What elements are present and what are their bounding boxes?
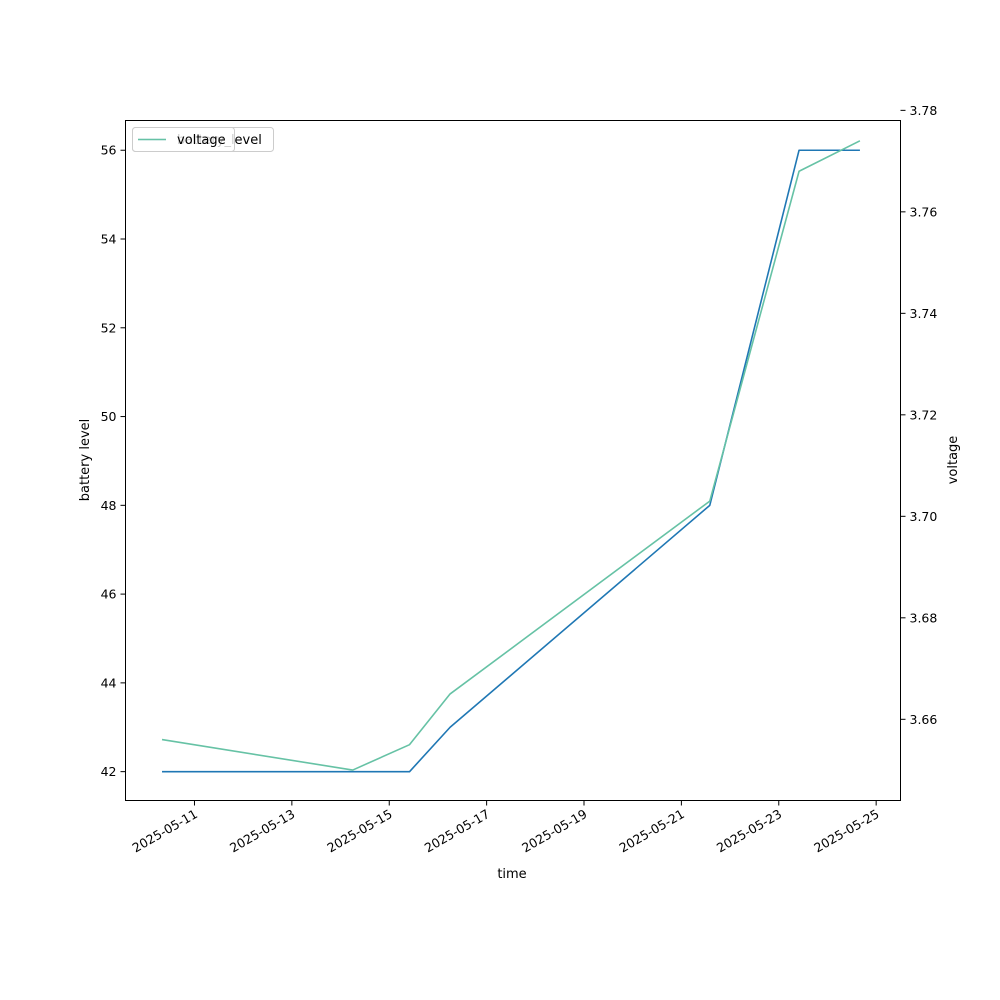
x-axis-title: time xyxy=(497,867,526,882)
y-right-tick-label: 3.78 xyxy=(910,103,938,118)
series-line-battery_level xyxy=(162,149,860,773)
y-right-tick-label: 3.72 xyxy=(910,407,938,422)
y-right-tick-label: 3.76 xyxy=(910,204,938,219)
plot-lines xyxy=(161,140,861,773)
x-tick-label: 2025-05-13 xyxy=(227,806,297,855)
x-axis: 2025-05-11 2025-05-13 2025-05-15 2025-05-17… xyxy=(130,800,882,855)
y-left-tick-label: 44 xyxy=(101,675,117,690)
series-line-voltage xyxy=(161,140,861,771)
y-axis-left: 42 44 46 48 50 52 54 56 xyxy=(101,143,126,779)
legend-label: voltage xyxy=(177,133,226,148)
y-axis-right: 3.66 3.68 3.70 3.72 3.74 3.76 3.78 xyxy=(900,103,938,727)
x-tick-label: 2025-05-15 xyxy=(324,806,394,855)
y-left-tick-label: 52 xyxy=(101,320,117,335)
y-axis-left-title: battery level xyxy=(78,419,93,502)
legend-box xyxy=(132,127,235,152)
x-tick-label: 2025-05-23 xyxy=(714,806,784,855)
y-right-tick-label: 3.74 xyxy=(910,306,938,321)
y-right-tick-label: 3.70 xyxy=(910,509,938,524)
x-tick-label: 2025-05-21 xyxy=(616,806,686,855)
y-left-tick-label: 54 xyxy=(101,232,117,247)
y-axis-right-title: voltage xyxy=(946,436,961,485)
y-right-tick-label: 3.68 xyxy=(910,610,938,625)
y-left-tick-label: 50 xyxy=(101,409,117,424)
y-left-tick-label: 42 xyxy=(101,764,117,779)
legend-voltage: voltage xyxy=(132,127,235,152)
x-tick-label: 2025-05-11 xyxy=(130,806,200,855)
y-left-tick-label: 48 xyxy=(101,498,117,513)
plot-frame xyxy=(125,120,901,801)
y-left-tick-label: 46 xyxy=(101,587,117,602)
x-tick-label: 2025-05-19 xyxy=(519,806,589,855)
x-tick-label: 2025-05-17 xyxy=(422,806,492,855)
x-tick-label: 2025-05-25 xyxy=(811,806,881,855)
y-right-tick-label: 3.66 xyxy=(910,712,938,727)
y-left-tick-label: 56 xyxy=(101,143,117,158)
